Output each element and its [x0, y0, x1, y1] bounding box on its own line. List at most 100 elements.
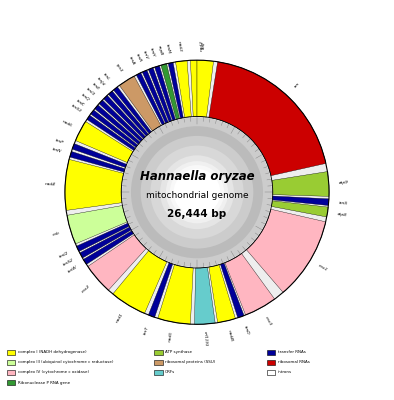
Text: transfer RNAs: transfer RNAs: [278, 350, 306, 354]
Polygon shape: [83, 231, 134, 264]
Circle shape: [160, 155, 234, 229]
Text: trnH: trnH: [149, 47, 156, 58]
Text: ATP synthase: ATP synthase: [165, 350, 192, 354]
Text: trnN: trnN: [51, 147, 61, 153]
Bar: [7, 350, 15, 355]
Bar: [267, 360, 275, 365]
Bar: [154, 370, 163, 375]
Text: Hannaella oryzae: Hannaella oryzae: [140, 170, 254, 183]
Polygon shape: [104, 95, 145, 139]
Text: cox2: cox2: [81, 284, 91, 294]
Polygon shape: [197, 60, 214, 117]
Text: trnS: trnS: [339, 201, 348, 206]
Polygon shape: [195, 267, 215, 324]
Text: cox3: cox3: [264, 315, 272, 326]
Text: trnL: trnL: [102, 72, 111, 82]
Polygon shape: [175, 60, 191, 118]
Text: 26,444 bp: 26,444 bp: [167, 208, 227, 218]
Text: nad5: nad5: [168, 331, 174, 342]
Polygon shape: [209, 62, 326, 176]
Bar: [267, 370, 275, 375]
Polygon shape: [76, 122, 133, 162]
Text: trnI2: trnI2: [59, 251, 70, 259]
Polygon shape: [67, 206, 127, 244]
Polygon shape: [142, 70, 168, 123]
Text: rrn: rrn: [294, 82, 301, 89]
Text: trnI3: trnI3: [85, 87, 95, 97]
Polygon shape: [209, 265, 236, 323]
Circle shape: [174, 169, 220, 216]
Polygon shape: [190, 60, 197, 116]
Text: trnP: trnP: [54, 138, 64, 145]
Text: atp9: atp9: [338, 181, 349, 185]
Polygon shape: [158, 264, 193, 324]
Polygon shape: [271, 201, 328, 217]
Polygon shape: [65, 159, 124, 210]
Bar: [154, 360, 163, 365]
Polygon shape: [80, 227, 131, 258]
Polygon shape: [149, 263, 173, 317]
Polygon shape: [161, 64, 180, 119]
Text: trnJd: trnJd: [96, 76, 106, 87]
Text: nad6: nad6: [61, 120, 73, 128]
Text: trnE: trnE: [91, 82, 100, 91]
Text: ribosomal proteins (SSU): ribosomal proteins (SSU): [165, 360, 216, 364]
Polygon shape: [220, 263, 244, 318]
Text: rps3: rps3: [115, 63, 123, 73]
Text: ribosomal RNAs: ribosomal RNAs: [278, 360, 310, 364]
Polygon shape: [272, 172, 329, 196]
Circle shape: [131, 126, 263, 258]
Text: cob: cob: [52, 231, 61, 237]
Text: trnW: trnW: [67, 265, 78, 274]
Circle shape: [141, 136, 253, 248]
Polygon shape: [113, 87, 151, 134]
Circle shape: [166, 161, 228, 223]
Bar: [7, 360, 15, 365]
Polygon shape: [88, 235, 146, 290]
Circle shape: [122, 117, 272, 267]
Text: trnV: trnV: [142, 50, 149, 60]
Text: trnD: trnD: [242, 326, 249, 336]
Text: rnpB: rnpB: [157, 45, 163, 56]
Polygon shape: [119, 76, 161, 131]
Text: trnS2: trnS2: [62, 258, 74, 267]
Text: cox1: cox1: [317, 264, 328, 272]
Polygon shape: [99, 100, 143, 142]
Polygon shape: [225, 254, 275, 315]
Polygon shape: [168, 62, 183, 118]
Text: nad4: nad4: [45, 182, 56, 186]
Text: nad1: nad1: [116, 312, 125, 323]
Text: complex III (ubiquinol cytochrome c reductase): complex III (ubiquinol cytochrome c redu…: [18, 360, 113, 364]
Text: trnQ: trnQ: [80, 92, 90, 102]
Polygon shape: [149, 68, 172, 122]
Text: nad4l: nad4l: [227, 329, 233, 342]
Circle shape: [170, 165, 224, 220]
Bar: [7, 380, 15, 385]
Text: trnM: trnM: [165, 43, 171, 54]
Bar: [154, 350, 163, 355]
Text: Ribonuclease P RNA gene: Ribonuclease P RNA gene: [18, 380, 70, 384]
Polygon shape: [87, 115, 136, 150]
Polygon shape: [108, 91, 149, 136]
Text: ORFs: ORFs: [165, 370, 175, 374]
Polygon shape: [246, 209, 326, 292]
Text: complex I (NADH dehydrogenase): complex I (NADH dehydrogenase): [18, 350, 86, 354]
Text: trnK: trnK: [76, 99, 85, 107]
Polygon shape: [91, 110, 138, 147]
Polygon shape: [154, 66, 175, 120]
Text: atp8: atp8: [337, 212, 348, 217]
Text: trnT: trnT: [143, 325, 150, 335]
Text: trnI: trnI: [201, 42, 206, 49]
Polygon shape: [72, 144, 126, 168]
Polygon shape: [198, 60, 207, 117]
Text: nad3: nad3: [177, 41, 182, 52]
Polygon shape: [136, 73, 165, 125]
Text: orf1193: orf1193: [203, 331, 208, 346]
Bar: [267, 350, 275, 355]
Text: trnS3: trnS3: [70, 104, 82, 114]
Polygon shape: [65, 60, 329, 324]
Text: nad2: nad2: [200, 40, 205, 51]
Text: introns: introns: [278, 370, 292, 374]
Polygon shape: [95, 105, 140, 144]
Text: trnA: trnA: [128, 56, 136, 66]
